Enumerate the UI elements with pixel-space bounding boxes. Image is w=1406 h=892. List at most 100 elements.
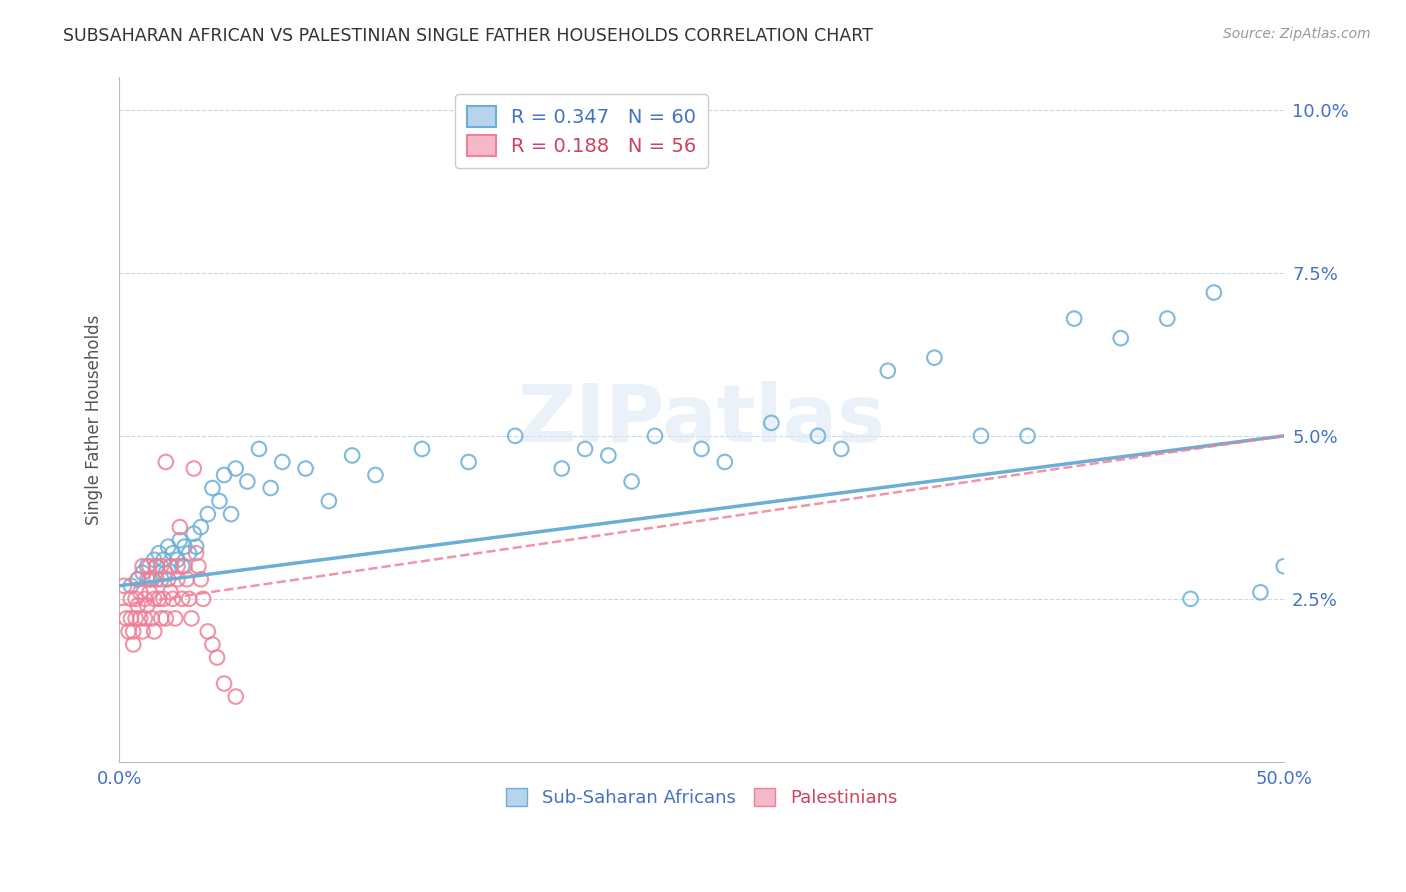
Point [247,442,270,456]
Point [225,690,247,704]
Point [411,442,433,456]
Point [830,442,852,456]
Point [129,585,152,599]
Point [212,676,235,690]
Legend: Sub-Saharan Africans, Palestinians: Sub-Saharan Africans, Palestinians [499,780,904,814]
Point [143,624,166,639]
Point [364,468,387,483]
Point [503,429,526,443]
Point [155,611,177,625]
Point [165,611,187,625]
Point [172,591,194,606]
Point [124,591,146,606]
Point [294,461,316,475]
Point [122,637,145,651]
Point [136,559,159,574]
Point [180,611,202,625]
Point [120,579,142,593]
Point [183,526,205,541]
Point [138,585,160,599]
Point [124,611,146,625]
Point [159,559,181,574]
Text: SUBSAHARAN AFRICAN VS PALESTINIAN SINGLE FATHER HOUSEHOLDS CORRELATION CHART: SUBSAHARAN AFRICAN VS PALESTINIAN SINGLE… [63,27,873,45]
Point [219,507,242,521]
Point [157,540,180,554]
Point [131,559,153,574]
Point [970,429,993,443]
Point [690,442,713,456]
Point [166,553,188,567]
Point [876,364,898,378]
Point [145,559,167,574]
Point [1017,429,1039,443]
Point [150,572,173,586]
Point [136,599,159,613]
Point [169,520,191,534]
Point [122,624,145,639]
Point [259,481,281,495]
Point [141,572,163,586]
Point [761,416,783,430]
Point [129,611,152,625]
Point [340,449,363,463]
Text: ZIPatlas: ZIPatlas [517,381,886,458]
Point [162,591,184,606]
Point [201,637,224,651]
Point [644,429,666,443]
Point [318,494,340,508]
Y-axis label: Single Father Households: Single Father Households [86,314,103,524]
Point [155,566,177,580]
Point [1156,311,1178,326]
Point [1109,331,1132,345]
Point [551,461,574,475]
Point [598,449,620,463]
Point [208,494,231,508]
Point [112,579,135,593]
Point [225,461,247,475]
Point [136,572,159,586]
Point [714,455,737,469]
Point [166,559,188,574]
Point [141,611,163,625]
Point [127,572,149,586]
Point [924,351,946,365]
Point [1180,591,1202,606]
Point [134,591,156,606]
Text: Source: ZipAtlas.com: Source: ZipAtlas.com [1223,27,1371,41]
Point [138,559,160,574]
Point [1063,311,1085,326]
Point [179,546,201,560]
Point [1249,585,1271,599]
Point [150,559,173,574]
Point [152,553,174,567]
Point [127,599,149,613]
Point [131,566,153,580]
Point [143,591,166,606]
Point [190,572,212,586]
Point [148,591,170,606]
Point [162,546,184,560]
Point [159,585,181,599]
Point [120,611,142,625]
Point [574,442,596,456]
Point [155,455,177,469]
Point [1202,285,1225,300]
Point [197,624,219,639]
Point [127,572,149,586]
Point [173,559,195,574]
Point [172,559,194,574]
Point [157,572,180,586]
Point [1272,559,1295,574]
Point [271,455,294,469]
Point [197,507,219,521]
Point [205,650,228,665]
Point [176,572,198,586]
Point [145,559,167,574]
Point [145,572,167,586]
Point [236,475,259,489]
Point [148,546,170,560]
Point [179,591,201,606]
Point [150,611,173,625]
Point [620,475,643,489]
Point [152,591,174,606]
